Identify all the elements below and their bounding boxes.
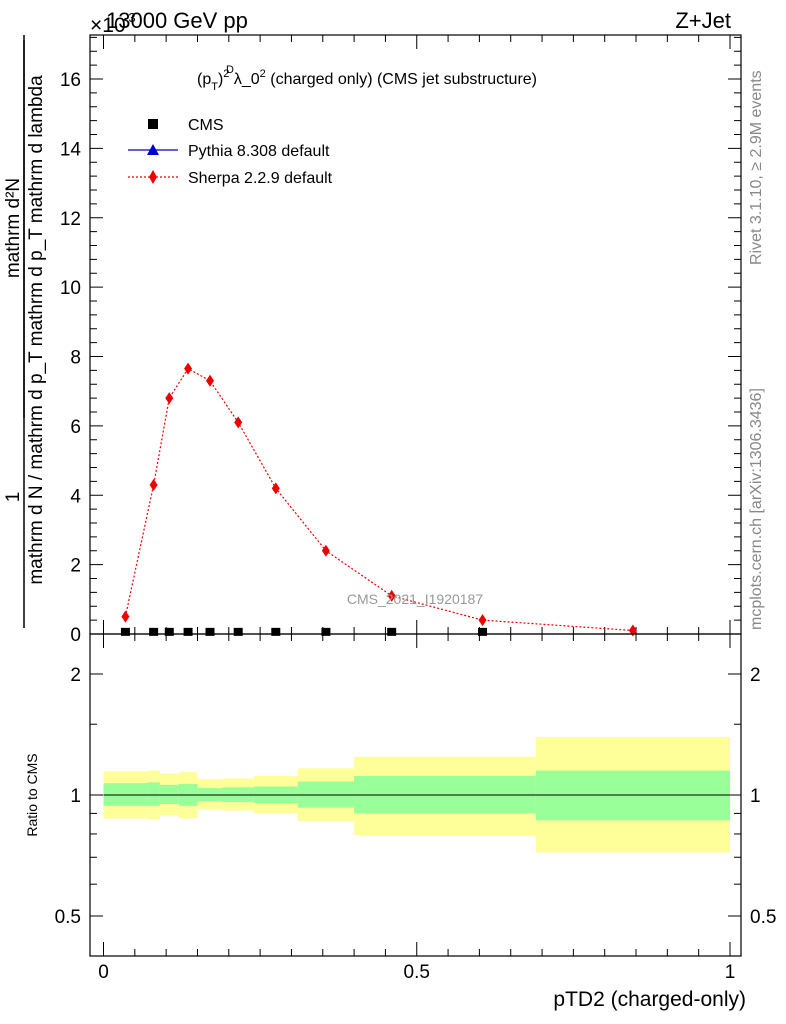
title-rest: (charged only) (CMS jet substructure) xyxy=(266,71,537,88)
main-ylabel: 1 mathrm d²N mathrm d N / mathrm d p_T m… xyxy=(3,35,47,628)
cms-point xyxy=(164,627,174,636)
sherpa-point xyxy=(321,544,330,557)
sherpa-point xyxy=(149,478,158,491)
main-ytick-label: 8 xyxy=(70,348,81,369)
ratio-ytick-label-right: 1 xyxy=(750,786,761,807)
ylabel-numerator: 1 xyxy=(3,492,24,503)
sherpa-point xyxy=(121,610,130,623)
main-ytick-label: 6 xyxy=(70,417,81,438)
xtick-label: 0 xyxy=(98,962,109,983)
ratio-x-ticks: 0 0.5 1 xyxy=(98,634,735,983)
legend-cms-marker xyxy=(148,119,158,129)
ylabel-numerator-full: mathrm d²N xyxy=(3,178,24,278)
cms-point xyxy=(478,627,488,636)
xtick-label: 0.5 xyxy=(404,962,430,983)
cms-point xyxy=(233,627,243,636)
legend-sherpa-marker xyxy=(149,170,157,184)
ratio-ylabel: Ratio to CMS xyxy=(24,753,40,836)
sherpa-point xyxy=(234,416,243,429)
main-ytick-label: 16 xyxy=(60,70,81,91)
cms-point xyxy=(205,627,215,636)
title-close: ) xyxy=(218,71,223,88)
main-series xyxy=(120,362,637,637)
sherpa-point xyxy=(478,614,487,627)
xtick-label: 1 xyxy=(725,962,736,983)
ratio-band-inner xyxy=(159,784,179,804)
exponent-label: ×10 xyxy=(90,14,126,37)
legend-sherpa-label: Sherpa 2.2.9 default xyxy=(188,170,333,187)
legend-pythia-marker xyxy=(147,144,159,155)
exponent-power: -3 xyxy=(124,10,136,25)
ratio-ytick-label: 2 xyxy=(70,665,81,686)
sherpa-point xyxy=(387,589,396,602)
ratio-ytick-label: 1 xyxy=(70,786,81,807)
process-label: Z+Jet xyxy=(675,8,731,33)
mcplots-label: mcplots.cern.ch [arXiv:1306.3436] xyxy=(748,388,765,630)
title-sup-d: D xyxy=(226,64,234,76)
plot-title: (pT)2 λ_02 (charged only) (CMS jet subst… xyxy=(197,68,537,93)
cms-point xyxy=(321,627,331,636)
sherpa-point xyxy=(184,362,193,375)
main-ytick-label: 0 xyxy=(70,625,81,646)
cms-point xyxy=(183,627,193,636)
main-x-ticks xyxy=(103,35,731,634)
title-sup2b: 2 xyxy=(260,68,266,80)
ratio-ytick-label-right: 2 xyxy=(750,665,761,686)
title-sup2: 2 xyxy=(223,68,229,80)
ratio-ytick-label-right: 0.5 xyxy=(750,907,776,928)
title-mid: λ_0 xyxy=(229,71,259,88)
main-ytick-label: 14 xyxy=(60,139,82,160)
ratio-y-ticks: 0.5 0.5 1 1 2 2 xyxy=(55,665,777,928)
cms-point xyxy=(387,627,397,636)
watermark: CMS_2021_I1920187 xyxy=(347,591,483,607)
main-y-ticks: 0 2 4 6 8 10 12 14 16 xyxy=(60,36,741,646)
title-p: (p xyxy=(197,71,211,88)
ratio-band-inner xyxy=(103,783,148,806)
cms-point xyxy=(149,627,159,636)
title-sub-t: T xyxy=(211,81,218,93)
legend-item-pythia: Pythia 8.308 default xyxy=(128,143,330,160)
ratio-band-inner xyxy=(147,782,160,806)
legend: CMS Pythia 8.308 default Sherpa 2.2.9 de… xyxy=(128,117,333,187)
cms-point xyxy=(120,627,130,636)
legend-cms-label: CMS xyxy=(188,117,224,134)
main-ytick-label: 12 xyxy=(60,209,81,230)
legend-item-cms: CMS xyxy=(148,117,224,134)
x-axis-label: pTD2 (charged-only) xyxy=(553,988,746,1011)
main-ytick-label: 10 xyxy=(60,278,81,299)
ylabel-denominator: mathrm d N / mathrm d p_T mathrm d p_T m… xyxy=(26,75,47,585)
cms-point xyxy=(271,627,281,636)
ratio-plot: 0.5 0.51 12 2 0 0.5 1 Ratio to CMS pTD2 (char… xyxy=(24,633,777,1011)
energy-label: 13000 GeV pp xyxy=(106,8,248,33)
main-ytick-label: 2 xyxy=(70,556,81,577)
main-ytick-label: 4 xyxy=(70,486,81,507)
sherpa-point xyxy=(271,482,280,495)
rivet-label: Rivet 3.1.10, ≥ 2.9M events xyxy=(748,70,765,265)
legend-pythia-label: Pythia 8.308 default xyxy=(188,143,330,160)
sherpa-point xyxy=(165,392,174,405)
legend-item-sherpa: Sherpa 2.2.9 default xyxy=(128,170,333,187)
ratio-ytick-label: 0.5 xyxy=(55,907,81,928)
sherpa-point xyxy=(206,374,215,387)
